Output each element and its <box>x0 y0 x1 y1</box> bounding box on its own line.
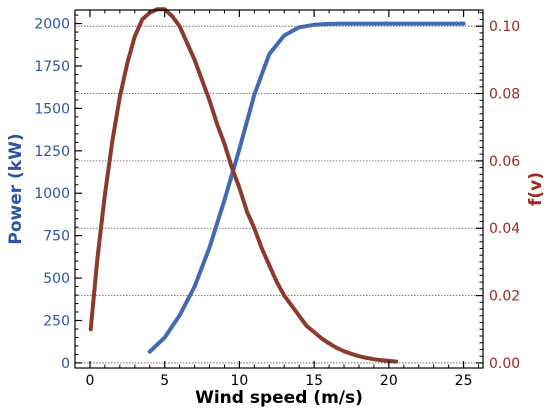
left-tick-label: 2000 <box>34 17 70 33</box>
left-tick-label: 750 <box>43 229 70 245</box>
left-tick-label: 1250 <box>34 144 70 160</box>
right-tick-label: 0.04 <box>489 221 520 237</box>
x-tick-label: 25 <box>455 373 473 389</box>
left-tick-label: 250 <box>43 313 70 329</box>
x-axis-title: Wind speed (m/s) <box>195 388 363 408</box>
series-lines <box>88 7 466 364</box>
left-axis-title: Power (kW) <box>6 133 26 244</box>
plot-frame <box>74 9 484 369</box>
right-axis-title: f(v) <box>526 172 546 206</box>
right-tick-label: 0.06 <box>489 154 520 170</box>
x-tick-label: 10 <box>230 373 248 389</box>
left-tick-label: 0 <box>61 356 70 372</box>
right-tick-label: 0.00 <box>489 356 520 372</box>
axis-ticks: 0 5 10 15 20 25025050075010001250150017502000… <box>34 10 520 389</box>
right-tick-label: 0.08 <box>489 87 520 103</box>
gridlines <box>75 25 483 364</box>
x-tick-label: 20 <box>380 373 398 389</box>
x-tick-label: 15 <box>305 373 323 389</box>
power-curve-line <box>147 21 466 354</box>
fv-curve-line <box>88 7 399 364</box>
x-tick-label: 5 <box>160 373 169 389</box>
right-tick-label: 0.10 <box>489 19 520 35</box>
left-tick-label: 1750 <box>34 59 70 75</box>
left-tick-label: 1500 <box>34 101 70 117</box>
x-tick-label: 0 <box>85 373 94 389</box>
right-tick-label: 0.02 <box>489 289 520 305</box>
left-tick-label: 1000 <box>34 186 70 202</box>
left-tick-label: 500 <box>43 271 70 287</box>
